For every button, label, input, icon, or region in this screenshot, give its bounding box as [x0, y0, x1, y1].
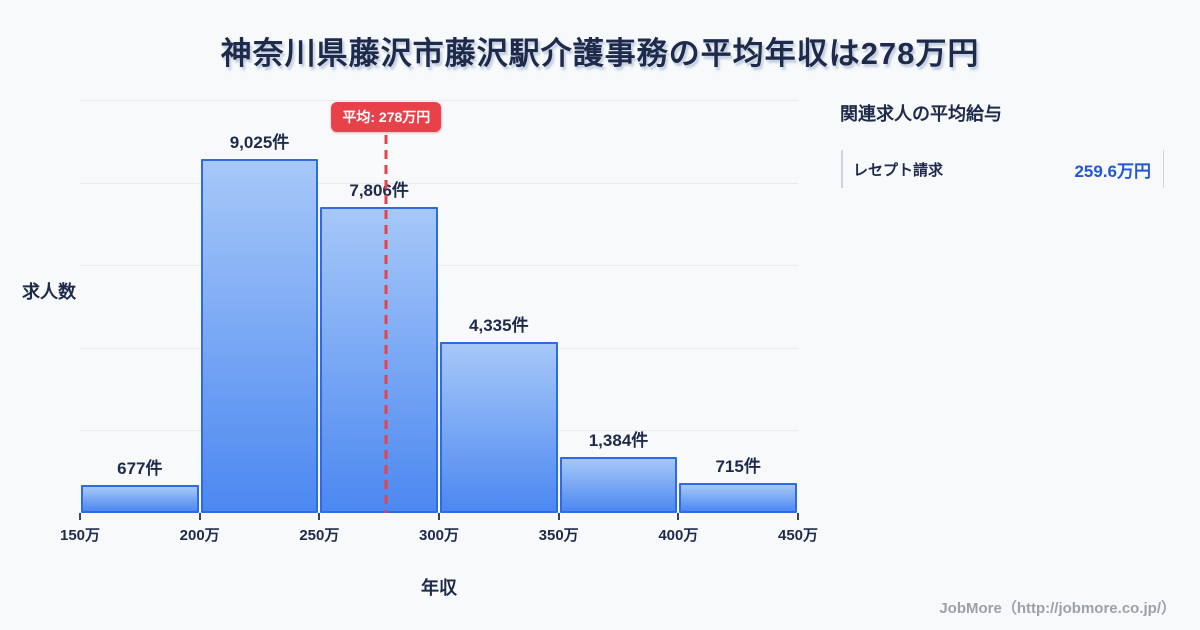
gridline — [80, 430, 798, 432]
x-tick-mark — [198, 513, 201, 520]
side-panel-title: 関連求人の平均給与 — [840, 104, 1002, 124]
histogram-bar — [679, 483, 797, 513]
histogram-bar — [440, 342, 558, 513]
gridline — [80, 100, 798, 101]
x-tick-label: 150万 — [59, 527, 101, 544]
plot-area: 平均: 278万円 677件 9,025件 7,806件 4,335件 1,384件 71… — [79, 100, 799, 520]
x-tick-label: 300万 — [418, 527, 460, 544]
x-tick-mark — [557, 513, 560, 520]
gridline — [80, 182, 798, 184]
side-panel: 関連求人の平均給与 レセプト請求 259.6万円 — [840, 100, 1164, 188]
gridline — [80, 347, 798, 349]
x-axis-ticks: 150万 200万 250万 300万 350万 400万 450万 — [60, 524, 818, 544]
bar-count-label: 1,384件 — [588, 431, 649, 450]
x-tick-mark — [797, 513, 799, 520]
histogram-bar — [81, 485, 199, 513]
x-tick-label: 400万 — [658, 527, 699, 544]
related-job-row: レセプト請求 259.6万円 — [841, 150, 1164, 188]
x-tick-label: 250万 — [299, 527, 340, 544]
x-tick-label: 450万 — [777, 527, 819, 544]
mean-line — [384, 135, 388, 513]
histogram-bar — [200, 159, 319, 513]
x-tick-label: 200万 — [179, 527, 220, 544]
related-job-label: レセプト請求 — [853, 161, 944, 179]
side-panel-rows: レセプト請求 259.6万円 — [840, 150, 1164, 188]
histogram-bar — [559, 457, 678, 513]
x-tick-label: 350万 — [538, 527, 579, 544]
histogram-bar — [320, 207, 438, 513]
bar-count-label: 9,025件 — [229, 133, 290, 152]
footer-credit: JobMore（http://jobmore.co.jp/） — [939, 600, 1176, 617]
x-tick-mark — [438, 513, 440, 520]
x-tick-mark — [677, 513, 680, 520]
bar-count-label: 4,335件 — [469, 316, 529, 335]
bar-count-label: 7,806件 — [349, 181, 409, 200]
x-tick-mark — [318, 513, 321, 520]
page-title: 神奈川県藤沢市藤沢駅介護事務の平均年収は278万円 — [220, 36, 980, 71]
related-job-value: 259.6万円 — [1074, 161, 1151, 181]
bar-count-label: 677件 — [117, 459, 163, 478]
x-axis-label: 年収 — [421, 578, 457, 598]
bar-count-label: 715件 — [715, 457, 761, 476]
mean-badge: 平均: 278万円 — [331, 102, 442, 132]
x-tick-mark — [79, 513, 81, 520]
y-axis-label: 求人数 — [22, 282, 76, 302]
gridline — [80, 265, 798, 267]
